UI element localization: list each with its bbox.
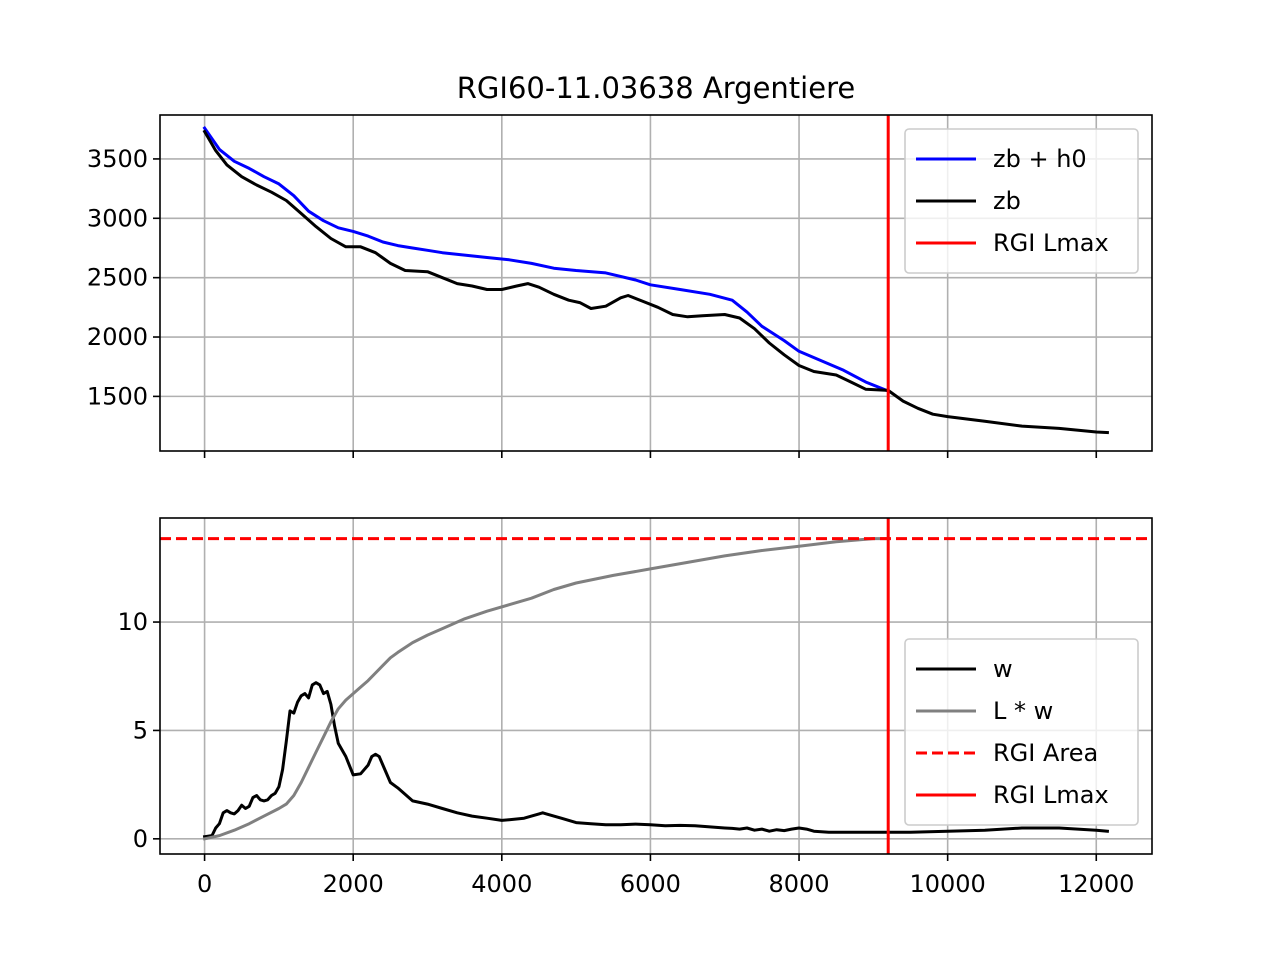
series-line-l-w	[202, 537, 890, 841]
x-tick-label: 2000	[323, 870, 384, 898]
axes-frame	[159, 114, 1153, 452]
legend-label: RGI Lmax	[993, 229, 1109, 257]
y-tick-label: 3000	[87, 204, 148, 232]
series-group	[202, 115, 1109, 451]
x-tick-label: 4000	[471, 870, 532, 898]
legend-label: zb + h0	[993, 145, 1087, 173]
legend: w L * w RGI Area RGI Lmax	[904, 638, 1139, 826]
legend-label: RGI Area	[993, 739, 1098, 767]
series-line-zb-h0	[202, 126, 891, 393]
legend-box	[904, 128, 1139, 274]
bottom-axes: 0 2000 4000 6000 8000 10000 12000 0 5 10 w L * w RGI…	[117, 517, 1153, 898]
x-tick-label: 6000	[620, 870, 681, 898]
legend-label: RGI Lmax	[993, 781, 1109, 809]
legend: zb + h0 zb RGI Lmax	[904, 128, 1139, 274]
y-tick-label: 2000	[87, 323, 148, 351]
y-tick-label: 0	[133, 825, 148, 853]
series-line-w	[202, 681, 1110, 839]
legend-label: w	[993, 655, 1013, 683]
series-group	[160, 518, 1152, 854]
x-tick-label: 10000	[909, 870, 985, 898]
legend-label: L * w	[993, 697, 1053, 725]
axes-frame	[159, 517, 1153, 855]
x-tick-label: 12000	[1058, 870, 1134, 898]
x-tick-label: 0	[197, 870, 212, 898]
legend-label: zb	[993, 187, 1021, 215]
top-axes: 1500 2000 2500 3000 3500 RGI60-11.03638 Argen…	[87, 71, 1153, 458]
y-tick-label: 2500	[87, 264, 148, 292]
y-tick-label: 1500	[87, 382, 148, 410]
y-tick-label: 5	[133, 716, 148, 744]
y-tick-label: 10	[117, 608, 148, 636]
y-tick-label: 3500	[87, 145, 148, 173]
x-tick-label: 8000	[769, 870, 830, 898]
legend-box	[904, 638, 1139, 826]
series-line-zb	[202, 129, 1109, 435]
chart-title: RGI60-11.03638 Argentiere	[457, 71, 855, 105]
